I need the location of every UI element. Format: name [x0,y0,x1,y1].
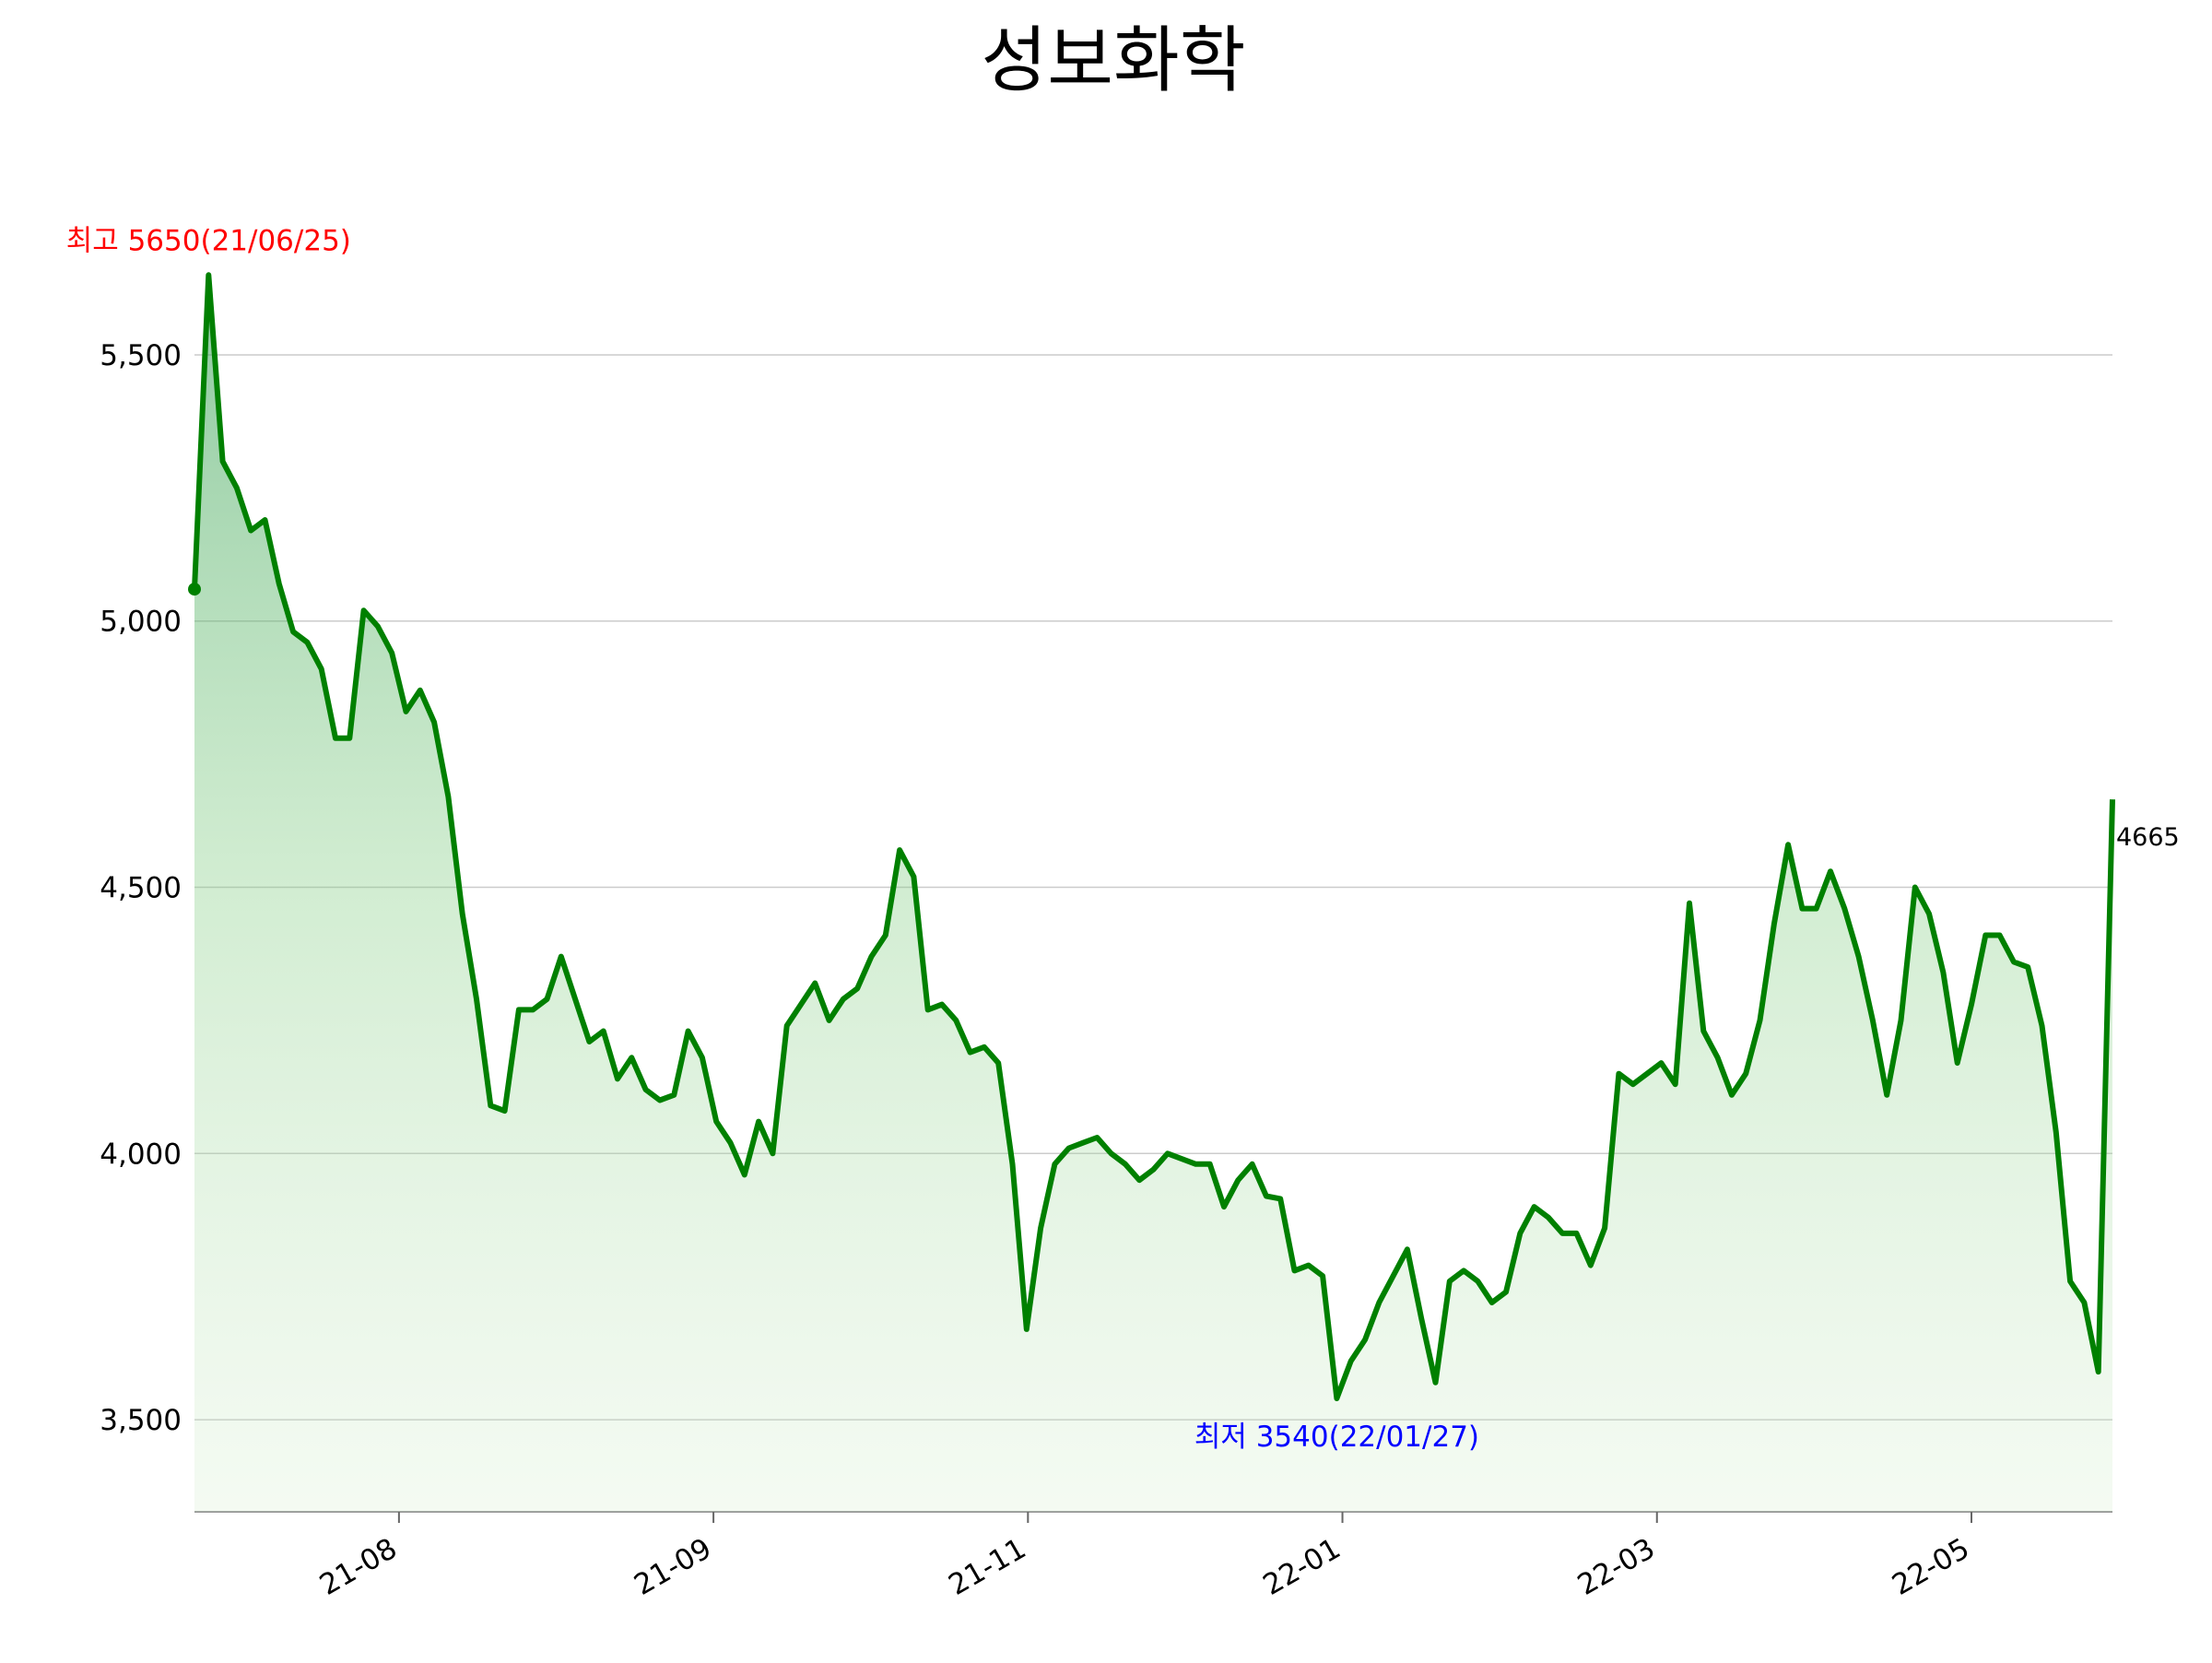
max-annotation: 최고 5650(21/06/25) [66,224,351,257]
x-tick-label: 21-11 [943,1532,1031,1602]
x-tick-label: 21-08 [314,1532,403,1602]
min-annotation: 최저 3540(22/01/27) [1194,1421,1479,1454]
y-tick-label: 4,000 [100,1138,182,1171]
start-point [188,583,201,596]
y-tick-label: 5,000 [100,606,182,639]
y-tick-label: 4,500 [100,872,182,905]
price-line [192,272,2115,1401]
last-value-label: 4665 [2116,823,2180,852]
chart-title: 성보화학 [981,19,1245,102]
y-tick-label: 3,500 [100,1404,182,1437]
x-tick-label: 22-01 [1258,1532,1347,1602]
area-fill [194,275,2112,1512]
y-tick-label: 5,500 [100,339,182,372]
x-tick-label: 22-05 [1887,1532,1975,1602]
x-tick-label: 22-03 [1572,1532,1661,1602]
x-tick-label: 21-09 [629,1532,717,1602]
